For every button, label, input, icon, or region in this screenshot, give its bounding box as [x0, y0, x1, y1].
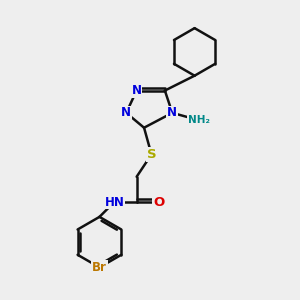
- Text: Br: Br: [92, 261, 107, 274]
- Text: HN: HN: [104, 196, 124, 208]
- Text: N: N: [167, 106, 177, 119]
- Text: N: N: [121, 106, 131, 119]
- Text: NH₂: NH₂: [188, 115, 210, 125]
- Text: N: N: [132, 84, 142, 97]
- Text: O: O: [153, 196, 164, 208]
- Text: S: S: [147, 148, 156, 161]
